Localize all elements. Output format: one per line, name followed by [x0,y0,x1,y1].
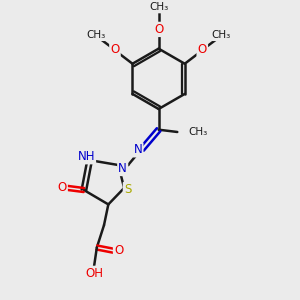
Text: CH₃: CH₃ [212,30,231,40]
Text: CH₃: CH₃ [188,127,208,137]
Text: CH₃: CH₃ [86,30,106,40]
Text: O: O [154,23,163,36]
Text: O: O [114,244,123,257]
Text: CH₃: CH₃ [149,2,168,12]
Text: O: O [57,181,67,194]
Text: O: O [198,44,207,56]
Text: OH: OH [85,267,103,280]
Text: NH: NH [77,150,95,163]
Text: S: S [124,183,131,196]
Text: N: N [118,162,127,175]
Text: N: N [134,143,142,156]
Text: O: O [110,44,120,56]
